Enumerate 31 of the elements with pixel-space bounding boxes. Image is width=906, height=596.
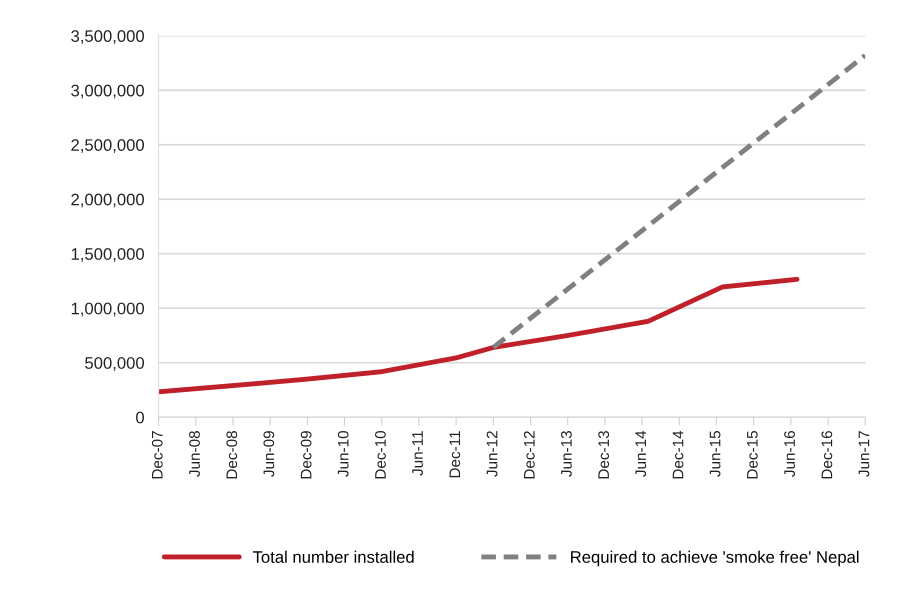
- x-tick-label: Dec-08: [226, 431, 238, 478]
- x-tick-label: Dec-12: [524, 431, 535, 478]
- y-tick-label: 1,500,000: [72, 248, 144, 262]
- line-series: [158, 276, 800, 394]
- legend-label: Required to achieve 'smoke free' Nepal: [571, 550, 858, 566]
- y-tick-label: 3,500,000: [71, 30, 144, 44]
- x-tick-label: Jun-15: [710, 431, 720, 477]
- x-tick-label: Jun-10: [338, 430, 349, 477]
- x-tick-label: Jun-14: [635, 430, 646, 477]
- x-tick-label: Jun-09: [263, 431, 274, 477]
- legend-label: Total number installed: [252, 550, 414, 563]
- x-tick-label: Jun-12: [486, 431, 498, 477]
- x-tick-label: Jun-08: [189, 431, 200, 477]
- x-tick-label: Dec-16: [821, 431, 832, 478]
- y-tick-label: 500,000: [85, 357, 144, 371]
- x-tick-label: Jun-13: [560, 431, 572, 477]
- y-tick-label: 3,000,000: [71, 84, 144, 98]
- x-tick-label: Dec-10: [375, 430, 386, 478]
- x-tick-label: Dec-13: [598, 431, 610, 478]
- y-tick-label: 2,500,000: [71, 139, 144, 153]
- x-tick-label: Jun-16: [784, 431, 795, 477]
- x-tick-label: Dec-09: [300, 431, 312, 478]
- x-tick-label: Dec-15: [747, 431, 758, 478]
- x-tick-label: Jun-11: [412, 431, 423, 476]
- x-tick-label: Dec-07: [152, 431, 163, 478]
- y-tick-label: 0: [136, 412, 144, 424]
- y-tick-label: 1,000,000: [72, 302, 144, 316]
- y-tick-label: 2,000,000: [71, 194, 144, 208]
- x-tick-label: Jun-17: [858, 431, 870, 477]
- x-tick-label: Dec-14: [672, 430, 684, 478]
- x-tick-label: Dec-11: [450, 431, 460, 478]
